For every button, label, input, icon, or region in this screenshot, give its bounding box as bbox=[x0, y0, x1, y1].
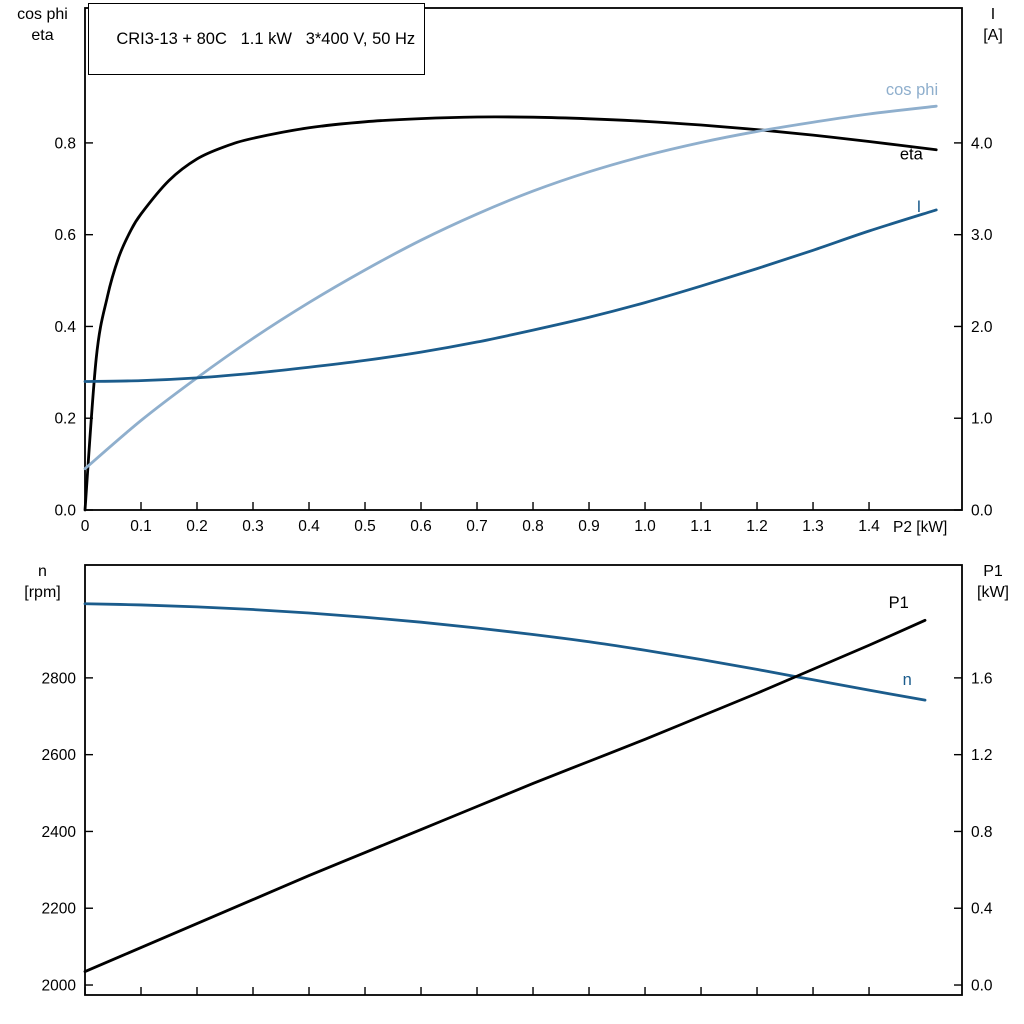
left-tick-label: 0.6 bbox=[54, 227, 76, 244]
series-label-I: I bbox=[917, 198, 922, 216]
chart-title: CRI3-13 + 80C 1.1 kW 3*400 V, 50 Hz bbox=[116, 30, 416, 48]
x-tick-label: 0.7 bbox=[466, 518, 488, 535]
series-P1 bbox=[83, 618, 927, 973]
right-tick-label: 3.0 bbox=[971, 227, 993, 244]
plot-border bbox=[84, 564, 963, 996]
x-tick-label: 0.6 bbox=[410, 518, 432, 535]
series-label-cos-phi: cos phi bbox=[886, 81, 938, 99]
left-tick-label: 0.8 bbox=[54, 135, 76, 152]
series-n bbox=[83, 602, 927, 702]
x-tick-label: 0.9 bbox=[578, 518, 600, 535]
x-tick-label: 1.4 bbox=[858, 518, 880, 535]
axis-title-current: I bbox=[990, 6, 996, 23]
chart-title-box: CRI3-13 + 80C 1.1 kW 3*400 V, 50 Hz bbox=[88, 3, 426, 75]
motor-efficiency-chart: 0 0.1 0.2 0.3 0.4 0.5 0.6 0.7 0.8 0.9 1.0 1.1 1.2 1.3… bbox=[54, 7, 993, 535]
x-tick-label: 0.5 bbox=[354, 518, 376, 535]
left-tick-label: 2000 bbox=[42, 978, 77, 995]
top-right-axis-title: I [A] bbox=[962, 4, 1024, 46]
x-tick-label: 0.3 bbox=[242, 518, 264, 535]
left-tick-label: 0.0 bbox=[54, 503, 76, 520]
series-label-n: n bbox=[903, 671, 912, 689]
bottom-right-axis-title: P1 [kW] bbox=[962, 561, 1024, 603]
left-tick-label: 2600 bbox=[42, 747, 77, 764]
right-tick-label: 1.0 bbox=[971, 411, 993, 428]
right-tick-label: 4.0 bbox=[971, 135, 993, 152]
axis-title-speed-unit: [rpm] bbox=[24, 584, 61, 601]
axis-title-speed: n bbox=[38, 563, 47, 580]
right-tick-label: 1.2 bbox=[971, 747, 993, 764]
series-label-eta: eta bbox=[900, 145, 924, 163]
right-tick-label: 0.0 bbox=[971, 503, 993, 520]
x-tick-label: 0.8 bbox=[522, 518, 544, 535]
plot-border bbox=[84, 7, 963, 511]
left-tick-label: 0.2 bbox=[54, 411, 76, 428]
right-tick-label: 2.0 bbox=[971, 319, 993, 336]
bottom-left-axis-title: n [rpm] bbox=[0, 561, 85, 603]
series-label-P1: P1 bbox=[889, 594, 909, 612]
left-tick-label: 2400 bbox=[42, 824, 77, 841]
left-tick-label: 2200 bbox=[42, 901, 77, 918]
series-I bbox=[83, 208, 938, 383]
axis-title-current-unit: [A] bbox=[983, 27, 1003, 44]
right-tick-label: 1.6 bbox=[971, 670, 993, 687]
x-tick-label: 1.1 bbox=[690, 518, 712, 535]
right-tick-label: 0.4 bbox=[971, 901, 993, 918]
right-tick-label: 0.0 bbox=[971, 978, 993, 995]
top-left-axis-title: cos phi eta bbox=[0, 4, 85, 46]
series-eta bbox=[83, 115, 938, 512]
x-tick-label: 0.4 bbox=[298, 518, 320, 535]
x-tick-label: 1.0 bbox=[634, 518, 656, 535]
x-tick-label: 1.2 bbox=[746, 518, 768, 535]
series-cos-phi bbox=[83, 104, 938, 471]
axis-title-p1: P1 bbox=[983, 563, 1003, 580]
x-tick-label: 0.2 bbox=[186, 518, 208, 535]
x-axis-label: P2 [kW] bbox=[893, 519, 948, 536]
left-tick-label: 2800 bbox=[42, 670, 77, 687]
x-tick-label: 0 bbox=[81, 518, 90, 535]
axis-title-cos-phi: cos phi bbox=[17, 6, 68, 23]
axis-title-p1-unit: [kW] bbox=[977, 584, 1009, 601]
left-tick-label: 0.4 bbox=[54, 319, 76, 336]
right-tick-label: 0.8 bbox=[971, 824, 993, 841]
speed-power-chart: 2000 2200 2400 2600 2800 0.0 0.4 0.8 1.2 1.6 n P1 bbox=[42, 564, 993, 996]
x-tick-label: 1.3 bbox=[802, 518, 824, 535]
axis-title-eta: eta bbox=[31, 27, 54, 44]
x-tick-label: 0.1 bbox=[130, 518, 152, 535]
